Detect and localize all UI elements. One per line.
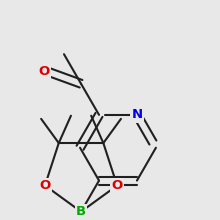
Text: B: B — [76, 205, 86, 218]
Text: O: O — [39, 179, 51, 192]
Text: O: O — [112, 179, 123, 192]
Text: N: N — [131, 108, 143, 121]
Text: O: O — [39, 65, 50, 78]
